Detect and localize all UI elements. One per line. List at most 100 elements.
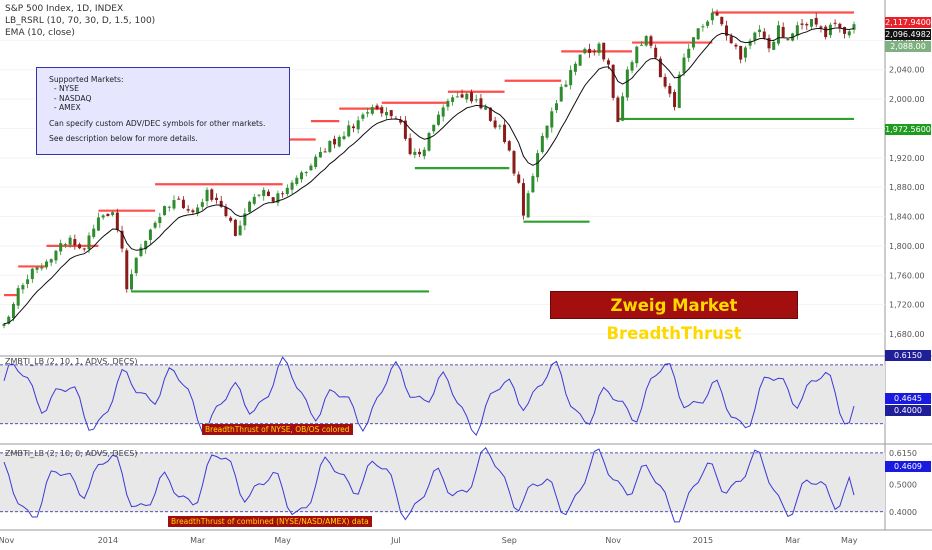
candle-body: [526, 193, 530, 218]
candle-body: [328, 140, 332, 152]
candle-body: [545, 125, 549, 138]
candle-body: [441, 107, 445, 117]
candle-body: [847, 31, 851, 36]
candle-body: [200, 202, 204, 207]
candle-body: [635, 46, 639, 64]
candle-body: [550, 111, 554, 128]
pane2-value-tag: 0.4609: [885, 461, 931, 472]
candle-body: [658, 58, 662, 78]
candle-body: [465, 93, 469, 100]
candle-body: [101, 215, 105, 218]
support-price-tag: 1,972.5600: [885, 124, 931, 135]
candle-body: [2, 323, 6, 326]
candle-body: [621, 96, 625, 121]
candle-body: [11, 303, 15, 319]
candle-body: [460, 94, 464, 98]
candle-body: [59, 243, 63, 252]
candle-body: [290, 182, 294, 190]
candle-body: [262, 189, 266, 196]
candle-body: [602, 42, 606, 60]
time-axis: Nov 2014 Mar May Jul Sep Nov 2015 Mar May: [0, 529, 932, 545]
candle-body: [786, 39, 790, 41]
candle-body: [706, 21, 710, 26]
candle-body: [824, 26, 828, 38]
candle-body: [191, 210, 195, 213]
candle-body: [26, 279, 30, 284]
candle-body: [158, 217, 162, 224]
candle-body: [616, 97, 620, 122]
candle-body: [45, 261, 48, 268]
candle-body: [281, 193, 285, 195]
candle-body: [248, 201, 252, 212]
candle-body: [758, 29, 762, 33]
candle-body: [40, 267, 44, 269]
candle-body: [418, 151, 422, 155]
info-title: Supported Markets:: [49, 75, 124, 84]
price-tick-label: 2,040.00: [889, 66, 925, 75]
time-tick-label: Sep: [502, 536, 517, 545]
candle-body: [186, 209, 190, 211]
pane-band: [0, 364, 885, 424]
title-banner: Zweig Market BreadthThrust: [550, 291, 798, 343]
candle-body: [427, 133, 431, 151]
candle-body: [710, 12, 714, 21]
candle-body: [762, 31, 766, 38]
candle-body: [805, 24, 809, 26]
candle-body: [606, 60, 610, 65]
candle-body: [625, 69, 629, 98]
candle-body: [139, 247, 143, 256]
candle-body: [403, 120, 407, 139]
candle-body: [196, 207, 200, 214]
candle-body: [318, 151, 322, 158]
candle-body: [828, 24, 832, 36]
candle-body: [701, 26, 705, 28]
candle-body: [838, 23, 842, 29]
candle-body: [285, 187, 289, 195]
ema-line: [3, 27, 855, 325]
candle-body: [470, 92, 473, 102]
price-tick-label: 1,840.00: [889, 213, 925, 222]
candle-body: [276, 193, 280, 203]
time-tick-label: Jul: [390, 536, 401, 545]
candle-body: [512, 151, 516, 174]
candle-body: [375, 105, 379, 110]
candle-body: [49, 259, 53, 263]
candle-body: [781, 27, 785, 38]
candle-body: [54, 250, 58, 261]
candle-body: [73, 239, 77, 246]
candle-body: [205, 189, 209, 202]
candle-body: [210, 189, 214, 200]
candle-body: [304, 172, 308, 174]
price-tick-label: 1,800.00: [889, 242, 925, 251]
info-item-nyse: - NYSE: [49, 84, 79, 94]
candle-body: [640, 44, 643, 46]
candle-body: [167, 206, 171, 208]
candle-body: [130, 274, 133, 290]
candle-body: [432, 124, 436, 132]
pane2-label: BreadthThrust of combined (NYSE/NASD/AME…: [168, 516, 372, 527]
candle-body: [696, 28, 700, 40]
candle-body: [21, 285, 25, 290]
price-tick-label: 1,720.00: [889, 301, 925, 310]
candle-body: [479, 98, 483, 109]
ema-price-tag: 2,088.00: [885, 41, 931, 52]
price-tick-label: 1,920.00: [889, 154, 925, 163]
candle-body: [413, 151, 417, 155]
candle-body: [361, 114, 365, 119]
info-item-amex: - AMEX: [49, 103, 81, 113]
time-tick-label: 2014: [98, 536, 118, 545]
candle-body: [800, 23, 804, 25]
candle-body: [16, 288, 20, 306]
candle-body: [385, 111, 388, 116]
candle-body: [814, 17, 818, 25]
candle-body: [611, 64, 615, 98]
candle-body: [540, 135, 544, 153]
candle-body: [87, 235, 91, 250]
time-tick-label: 2015: [693, 536, 713, 545]
candle-body: [729, 36, 733, 44]
price-tick-label: 2,080.00: [889, 36, 925, 45]
candle-body: [153, 222, 157, 228]
candle-body: [682, 57, 686, 73]
resistance-price-tag: 2,117.9400: [885, 17, 931, 28]
candle-body: [233, 219, 237, 236]
